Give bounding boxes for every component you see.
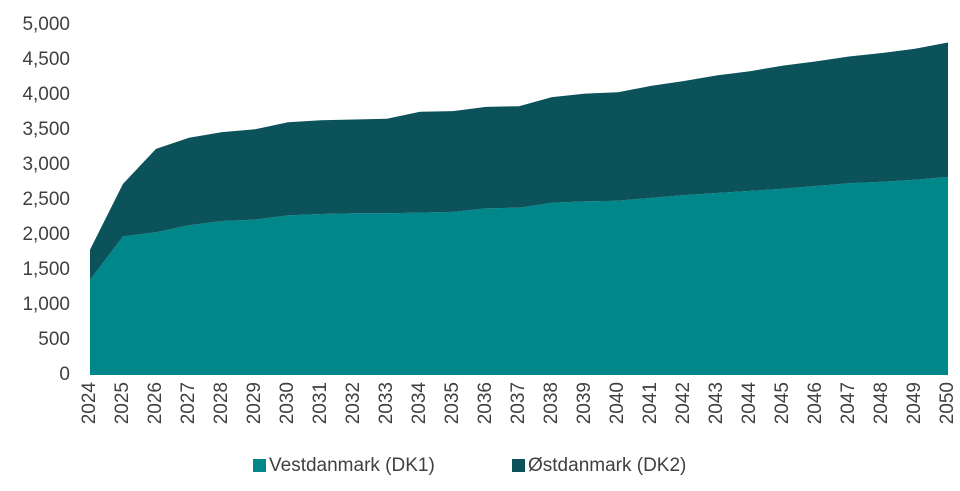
y-tick-label: 4,500	[22, 49, 70, 70]
x-tick-label: 2041	[640, 382, 661, 424]
x-tick-label: 2042	[673, 382, 694, 424]
y-tick-label: 0	[59, 364, 70, 385]
x-tick-label: 2046	[805, 382, 826, 424]
x-tick-label: 2025	[112, 382, 133, 424]
x-tick-label: 2044	[739, 382, 760, 425]
x-tick-label: 2034	[409, 382, 430, 425]
x-tick-label: 2047	[838, 382, 859, 424]
x-tick-label: 2033	[376, 382, 397, 424]
y-tick-label: 3,000	[22, 154, 70, 175]
y-tick-label: 3,500	[22, 119, 70, 140]
x-tick-label: 2037	[508, 382, 529, 424]
x-tick-label: 2036	[475, 382, 496, 424]
x-tick-label: 2048	[871, 382, 892, 424]
y-tick-label: 5,000	[22, 14, 70, 35]
y-tick-label: 1,000	[22, 294, 70, 315]
x-tick-label: 2031	[310, 382, 331, 424]
area	[90, 176, 948, 375]
x-tick-label: 2035	[442, 382, 463, 424]
x-tick-label: 2026	[145, 382, 166, 424]
x-tick-label: 2030	[277, 382, 298, 424]
x-tick-label: 2027	[178, 382, 199, 424]
y-tick-label: 1,500	[22, 259, 70, 280]
legend-swatch	[253, 459, 266, 472]
legend-swatch	[512, 459, 525, 472]
x-tick-label: 2043	[706, 382, 727, 424]
y-tick-label: 4,000	[22, 84, 70, 105]
y-tick-label: 2,500	[22, 189, 70, 210]
x-tick-label: 2032	[343, 382, 364, 424]
x-tick-label: 2049	[904, 382, 925, 424]
y-tick-label: 500	[38, 329, 70, 350]
x-tick-label: 2039	[574, 382, 595, 424]
legend-label: Østdanmark (DK2)	[528, 455, 686, 476]
x-tick-label: 2029	[244, 382, 265, 424]
area	[90, 42, 948, 280]
x-tick-label: 2038	[541, 382, 562, 424]
legend-label: Vestdanmark (DK1)	[269, 455, 435, 476]
x-tick-label: 2040	[607, 382, 628, 424]
x-tick-label: 2024	[79, 382, 100, 425]
y-tick-label: 2,000	[22, 224, 70, 245]
x-tick-label: 2050	[937, 382, 958, 424]
x-tick-label: 2045	[772, 382, 793, 424]
x-tick-label: 2028	[211, 382, 232, 424]
